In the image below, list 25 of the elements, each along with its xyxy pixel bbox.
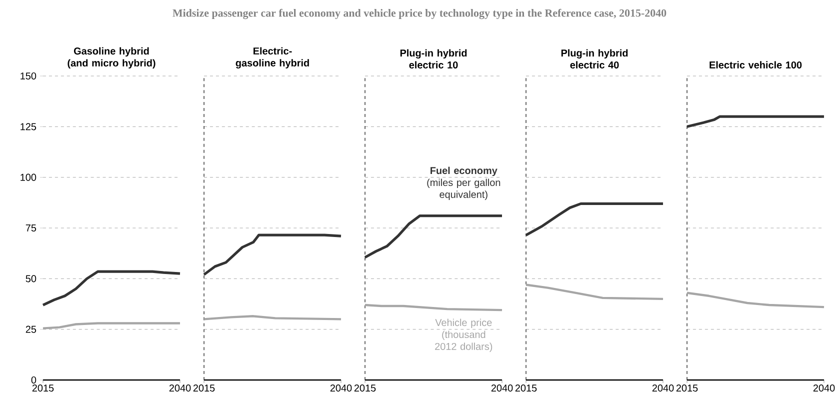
x-tick-label: 2040 [491,384,513,392]
x-tick-label: 2040 [169,384,191,392]
chart-title: Plug-in hybrid electric 40 [561,49,628,68]
y-tick-label: 75 [26,224,36,232]
chart-title: Electric vehicle 100 [710,61,802,68]
x-tick-label: 2015 [193,384,215,392]
x-tick-label: 2015 [515,384,537,392]
y-tick-label: 50 [26,275,36,282]
x-tick-label: 2015 [676,384,698,392]
x-tick-label: 2040 [330,384,352,392]
y-tick-label: 25 [26,326,36,333]
series-label: Vehicle price (thousand 2012 dollars) [435,318,492,352]
chart-title: Plug-in hybrid electric 10 [400,49,467,68]
y-tick-label: 125 [20,123,36,130]
y-tick-label: 0 [31,376,36,384]
series-label: Fuel economy (miles per gallon equivalent) [427,166,500,200]
x-tick-label: 2015 [354,384,376,392]
text: Midsize passenger car fuel economy and vehicle price by technology type in the Reference case, 2015-2040 [172,8,666,20]
x-tick-label: 2040 [652,384,674,392]
chart-title: Gasoline hybrid (and micro hybrid) [68,47,156,68]
chart-title: Electric-gasoline hybrid [236,47,309,68]
y-tick-label: 100 [20,174,36,181]
x-tick-label: 2040 [813,384,835,392]
x-tick-label: 2015 [32,384,54,392]
y-tick-label: 150 [20,72,36,80]
